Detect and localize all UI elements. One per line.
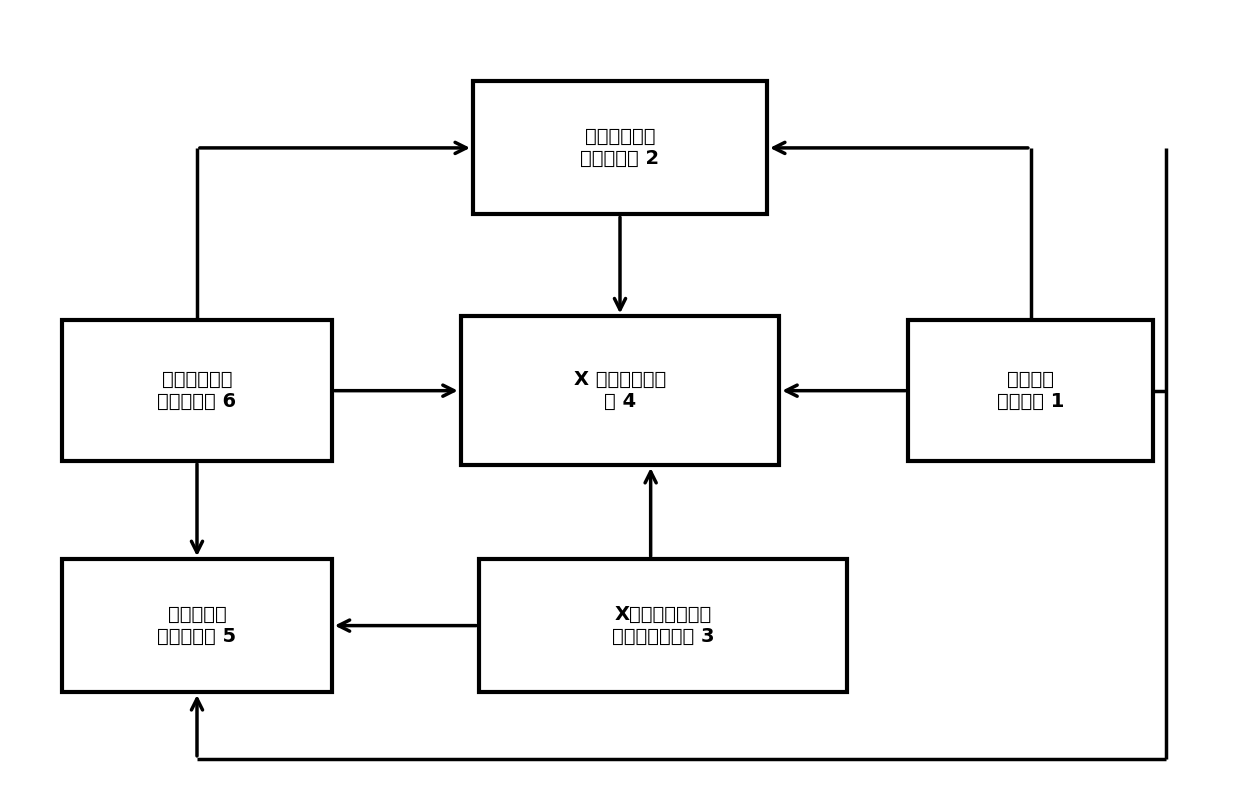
Text: 控制台操作界
面实验模块 6: 控制台操作界 面实验模块 6 xyxy=(157,370,237,411)
Bar xyxy=(479,559,847,692)
Bar xyxy=(472,81,768,214)
Text: X 线球管仿真模
块 4: X 线球管仿真模 块 4 xyxy=(574,370,666,411)
Bar xyxy=(460,316,780,465)
Text: 曝光限时电
路实验模块 5: 曝光限时电 路实验模块 5 xyxy=(157,605,237,646)
Bar xyxy=(62,320,332,461)
Text: 电源电路
实验模块 1: 电源电路 实验模块 1 xyxy=(997,370,1064,411)
Bar xyxy=(908,320,1153,461)
Text: 高压初次级电
路实验模块 2: 高压初次级电 路实验模块 2 xyxy=(580,128,660,168)
Text: X线球管灯丝初次
级电路实验模块 3: X线球管灯丝初次 级电路实验模块 3 xyxy=(611,605,714,646)
Bar xyxy=(62,559,332,692)
